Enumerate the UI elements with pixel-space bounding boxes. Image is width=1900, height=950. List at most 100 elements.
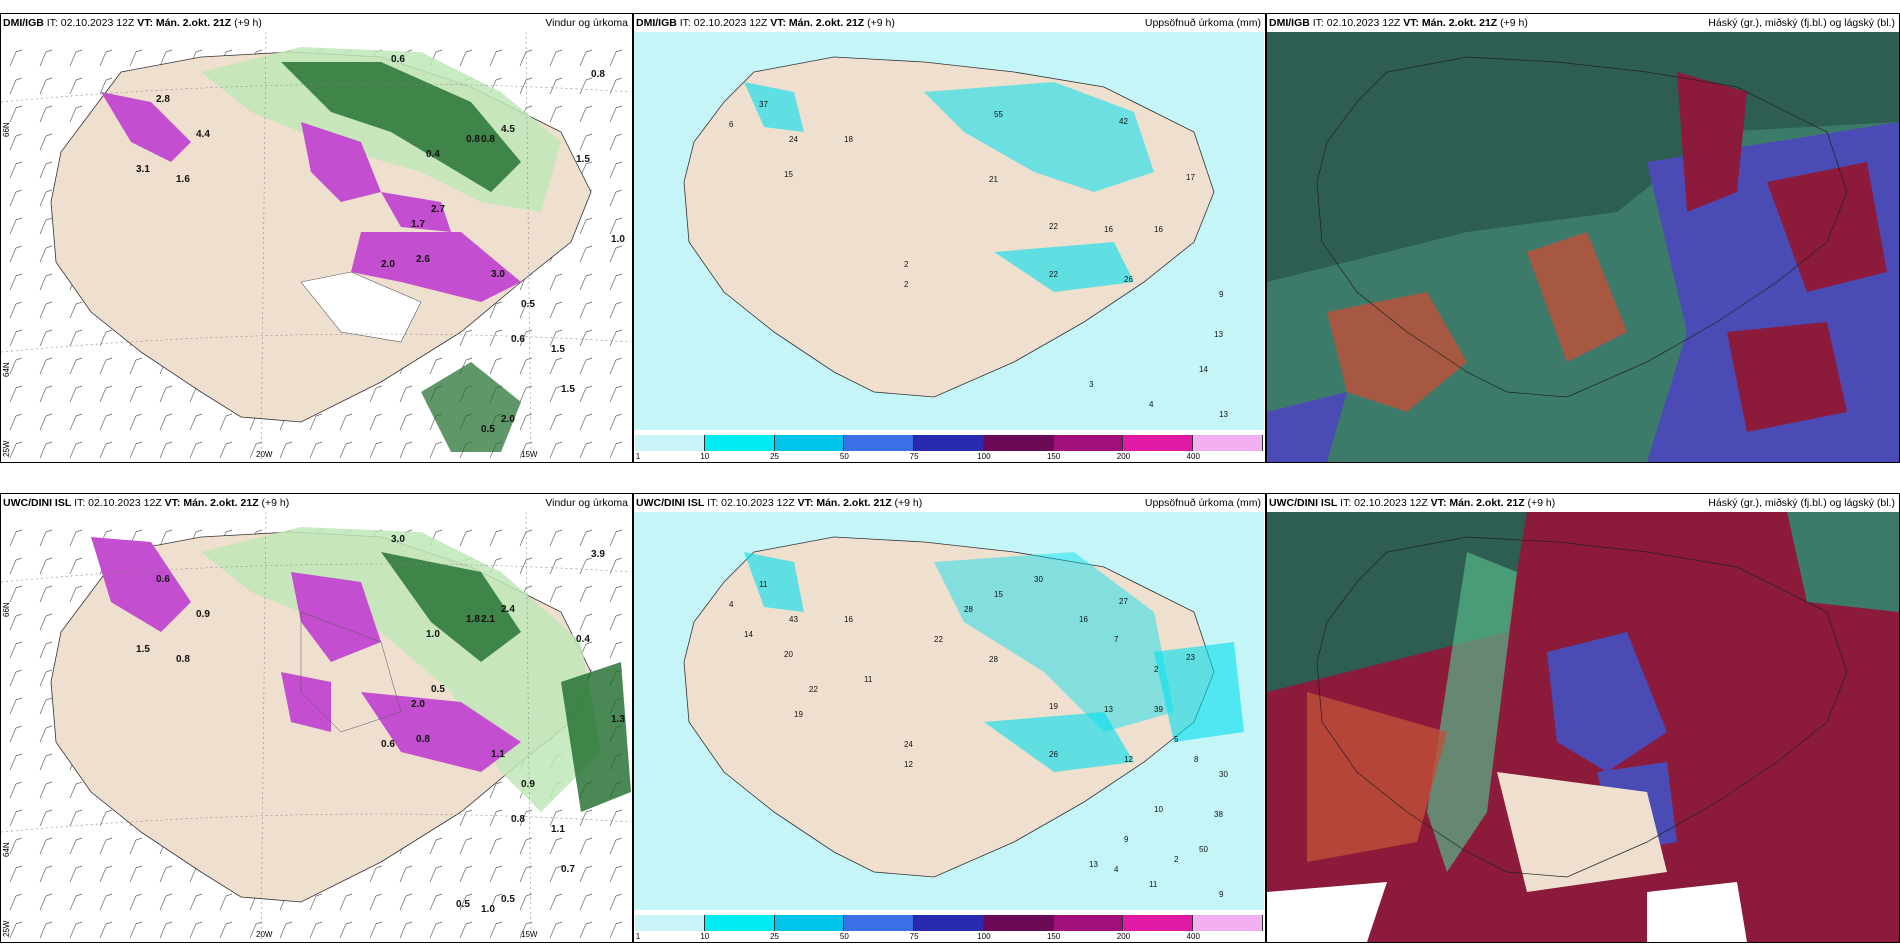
wind-value-label: 0.5: [501, 894, 515, 905]
wind-barb: [9, 809, 23, 827]
wind-value-label: 0.6: [391, 54, 405, 65]
lon-label: 25W: [2, 440, 11, 457]
wind-barb: [369, 893, 383, 911]
precip-value-label: 26: [1124, 275, 1133, 284]
wind-barb: [429, 865, 443, 883]
wind-barb: [489, 865, 503, 883]
precip-value-label: 22: [1049, 222, 1058, 231]
wind-value-label: 3.9: [591, 549, 605, 560]
wind-barb: [99, 49, 113, 67]
wind-barb: [9, 105, 23, 123]
wind-value-label: 0.8: [481, 134, 495, 145]
wind-barb: [39, 357, 53, 375]
colorbar-swatch: [635, 915, 705, 931]
wind-barb: [459, 921, 473, 939]
precip-value-label: 39: [1154, 705, 1163, 714]
wind-barb: [549, 441, 563, 459]
wind-barb: [489, 893, 503, 911]
precip-value-label: 2: [904, 260, 909, 269]
wind-precip-panel-uwc: UWC/DINI ISL IT: 02.10.2023 12Z VT: Mán.…: [0, 493, 633, 943]
init-time: IT: 02.10.2023 12Z: [46, 17, 135, 29]
precip-value-label: 4: [729, 600, 734, 609]
accum-precip-panel-uwc: UWC/DINI ISL IT: 02.10.2023 12Z VT: Mán.…: [633, 493, 1266, 943]
precip-value-label: 13: [1214, 330, 1223, 339]
wind-barb: [339, 893, 353, 911]
wind-barb: [549, 77, 563, 95]
wind-barb: [9, 585, 23, 603]
wind-barb: [579, 49, 593, 67]
precip-value-label: 8: [1194, 755, 1199, 764]
wind-barb: [189, 893, 203, 911]
mid-cloud-warm: [1327, 232, 1627, 412]
wind-barb: [279, 441, 293, 459]
wind-barb: [99, 357, 113, 375]
precip-magenta: [91, 537, 521, 772]
wind-barb: [39, 273, 53, 291]
wind-barb: [159, 441, 173, 459]
wind-barb: [609, 273, 623, 291]
wind-value-label: 1.5: [576, 154, 590, 165]
colorbar-tick-label: 10: [700, 452, 710, 461]
colorbar-swatch: [983, 435, 1054, 451]
wind-barb: [609, 77, 623, 95]
precip-value-label: 23: [1186, 653, 1195, 662]
wind-value-label: 0.5: [521, 299, 535, 310]
wind-barb: [189, 413, 203, 431]
wind-barb: [69, 77, 83, 95]
wind-barb: [579, 105, 593, 123]
lead-time: (+9 h): [867, 17, 895, 29]
wind-barb: [9, 77, 23, 95]
wind-barb: [99, 385, 113, 403]
wind-barb: [99, 441, 113, 459]
colorbar-swatch: [914, 435, 984, 451]
lon-label: 20W: [256, 930, 273, 939]
wind-barb: [579, 385, 593, 403]
precip-value-label: 50: [1199, 845, 1208, 854]
wind-barb: [519, 529, 533, 547]
wind-barb: [189, 441, 203, 459]
wind-value-label: 0.9: [521, 779, 535, 790]
wind-barb: [219, 921, 233, 939]
wind-barb: [9, 245, 23, 263]
precip-westfjords: [744, 82, 804, 132]
wind-barb: [609, 441, 623, 459]
wind-barb: [69, 585, 83, 603]
wind-barb: [519, 557, 533, 575]
colorbar-tick-label: 10: [700, 932, 710, 941]
precip-value-label: 2: [1154, 665, 1159, 674]
panel-title: Uppsöfnuð úrkoma (mm): [1144, 17, 1261, 29]
wind-barb: [189, 921, 203, 939]
wind-value-label: 1.0: [426, 629, 440, 640]
precip-value-label: 30: [1034, 575, 1043, 584]
precip-value-label: 3: [1089, 380, 1094, 389]
wind-barb: [39, 725, 53, 743]
colorbar-swatch: [704, 915, 775, 931]
wind-value-label: 1.3: [611, 714, 625, 725]
wind-barb: [609, 217, 623, 235]
wind-barb: [519, 49, 533, 67]
wind-barb: [609, 245, 623, 263]
wind-value-label: 1.5: [561, 384, 575, 395]
colorbar-swatch: [844, 915, 915, 931]
wind-barb: [39, 529, 53, 547]
wind-barb: [39, 77, 53, 95]
lead-time: (+9 h): [894, 497, 923, 509]
precip-westfjords: [744, 552, 804, 612]
precip-value-label: 24: [904, 740, 913, 749]
precip-value-label: 13: [1104, 705, 1113, 714]
wind-barb: [9, 385, 23, 403]
low-cloud-sw: [1267, 392, 1347, 462]
wind-value-label: 2.1: [481, 614, 495, 625]
precip-value-label: 13: [1219, 410, 1228, 419]
colorbar-tick-label: 150: [1046, 452, 1061, 461]
wind-value-label: 3.0: [391, 534, 405, 545]
wind-barb: [39, 781, 53, 799]
wind-barb: [489, 781, 503, 799]
wind-barb: [39, 189, 53, 207]
wind-barb: [609, 49, 623, 67]
wind-barb: [9, 529, 23, 547]
init-time: IT: 02.10.2023 12Z: [679, 17, 768, 29]
precip-dark-green: [381, 552, 631, 812]
wind-barb: [579, 613, 593, 631]
wind-barb: [9, 273, 23, 291]
